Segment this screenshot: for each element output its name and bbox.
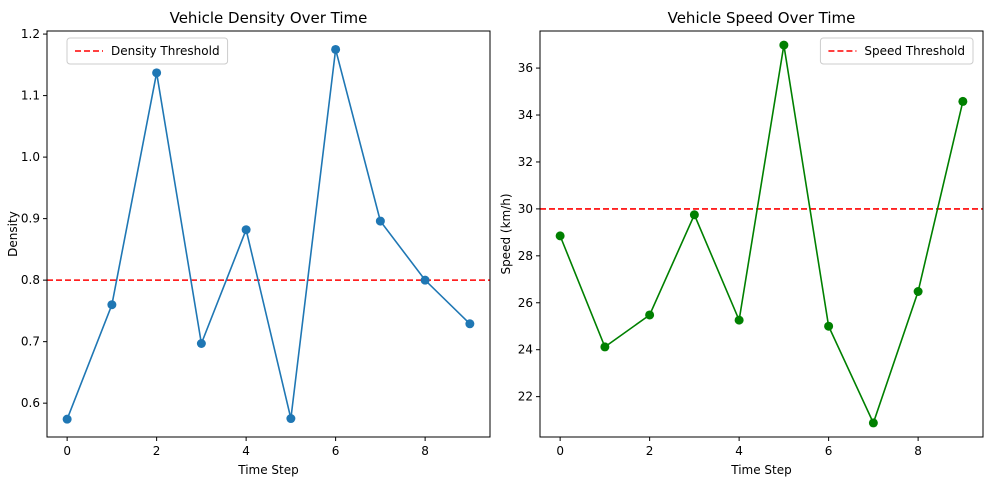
- speed-x-tick-label: 4: [735, 444, 743, 458]
- speed-data-point: [824, 321, 834, 331]
- density-y-tick-label: 1.0: [21, 150, 40, 164]
- density-plot-area: 0 2 4 6 8 0.6 0.7 0.8 0.9 1.0 1.1 1.2: [21, 27, 491, 458]
- density-y-tick-label: 0.6: [21, 396, 40, 410]
- density-y-tick-label: 1.2: [21, 27, 40, 41]
- speed-chart: Vehicle Speed Over Time Time Step Speed …: [499, 9, 984, 477]
- density-data-point: [420, 275, 430, 285]
- density-x-tick-label: 8: [421, 444, 429, 458]
- density-y-tick-label: 0.7: [21, 335, 40, 349]
- density-chart-title: Vehicle Density Over Time: [170, 9, 368, 27]
- speed-y-axis-label: Speed (km/h): [499, 193, 513, 274]
- speed-y-tick-label: 30: [518, 202, 533, 216]
- speed-data-point: [600, 342, 610, 352]
- density-data-point: [152, 68, 162, 78]
- speed-data-point: [689, 210, 699, 220]
- speed-legend-label: Speed Threshold: [864, 44, 965, 58]
- speed-y-tick-label: 28: [518, 249, 533, 263]
- density-legend: Density Threshold: [66, 37, 229, 65]
- density-data-point: [241, 225, 251, 235]
- speed-data-point: [555, 231, 565, 241]
- speed-x-tick-label: 6: [825, 444, 833, 458]
- density-legend-label: Density Threshold: [111, 44, 220, 58]
- speed-x-tick-label: 0: [556, 444, 564, 458]
- speed-y-tick-label: 22: [518, 390, 533, 404]
- speed-x-tick-label: 8: [914, 444, 922, 458]
- speed-data-point: [868, 418, 878, 428]
- density-data-point: [196, 338, 206, 348]
- speed-y-tick-label: 36: [518, 61, 533, 75]
- density-legend-box: [66, 37, 229, 65]
- speed-x-axis-label: Time Step: [730, 463, 792, 477]
- density-y-axis-label: Density: [6, 211, 20, 257]
- speed-y-tick-label: 34: [518, 108, 533, 122]
- speed-series-line: [559, 44, 964, 426]
- speed-y-tick-label: 32: [518, 155, 533, 169]
- density-axes-frame: [46, 30, 491, 438]
- speed-legend-box: [819, 37, 974, 65]
- density-x-axis-label: Time Step: [237, 463, 299, 477]
- density-x-tick-label: 2: [153, 444, 161, 458]
- density-data-point: [286, 414, 296, 424]
- density-data-point: [62, 414, 72, 424]
- density-data-point: [465, 319, 475, 329]
- density-x-tick-label: 4: [242, 444, 250, 458]
- speed-legend: Speed Threshold: [819, 37, 974, 65]
- speed-data-point: [734, 315, 744, 325]
- speed-data-point: [913, 286, 923, 296]
- density-x-tick-label: 6: [332, 444, 340, 458]
- density-y-tick-label: 0.9: [21, 212, 40, 226]
- speed-chart-title: Vehicle Speed Over Time: [668, 9, 856, 27]
- speed-data-point: [958, 96, 968, 106]
- density-x-tick-label: 0: [63, 444, 71, 458]
- density-series-line: [66, 49, 471, 420]
- speed-y-tick-label: 24: [518, 343, 533, 357]
- density-y-tick-label: 1.1: [21, 89, 40, 103]
- speed-data-point: [645, 310, 655, 320]
- density-data-point: [107, 300, 117, 310]
- speed-x-tick-label: 2: [646, 444, 654, 458]
- speed-axes-frame: [539, 30, 984, 438]
- speed-y-tick-label: 26: [518, 296, 533, 310]
- density-data-point: [331, 44, 341, 54]
- density-data-point: [375, 216, 385, 226]
- density-y-tick-label: 0.8: [21, 273, 40, 287]
- density-chart: Vehicle Density Over Time Time Step Dens…: [6, 9, 491, 477]
- speed-data-point: [779, 40, 789, 50]
